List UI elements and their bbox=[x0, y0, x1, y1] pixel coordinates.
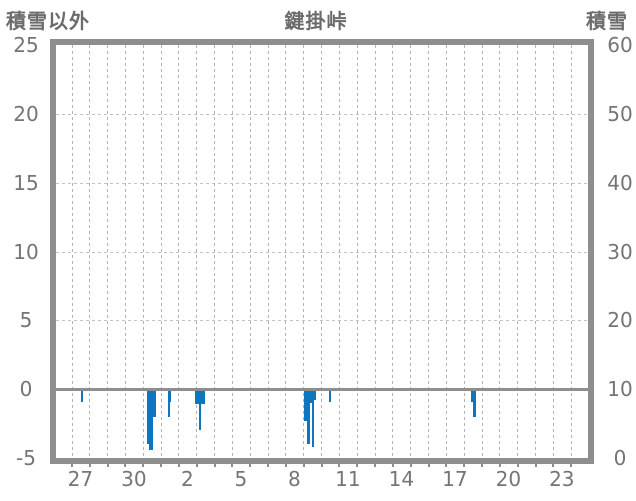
day-tick-mark bbox=[106, 464, 109, 467]
zero-baseline bbox=[56, 387, 588, 391]
day-tick-mark bbox=[516, 464, 519, 467]
day-tick-mark bbox=[409, 464, 412, 467]
day-tick-mark bbox=[481, 464, 484, 467]
day-tick-mark bbox=[124, 464, 127, 467]
right-tick-label: 60 bbox=[607, 33, 633, 57]
x-tick-label: 5 bbox=[234, 467, 248, 491]
day-tick-mark bbox=[142, 464, 145, 467]
day-tick-mark bbox=[445, 464, 448, 467]
day-tick-mark bbox=[552, 464, 555, 467]
gridline-horizontal bbox=[56, 182, 588, 184]
day-tick-mark bbox=[534, 464, 537, 467]
day-tick-mark bbox=[356, 464, 359, 467]
day-tick-mark bbox=[498, 464, 501, 467]
snowfall-bar bbox=[328, 389, 331, 402]
snowfall-bar bbox=[167, 389, 170, 417]
snowfall-bar bbox=[310, 389, 313, 403]
left-tick-label: 5 bbox=[19, 308, 33, 333]
x-tick-label: 30 bbox=[121, 467, 147, 491]
day-tick-mark bbox=[88, 464, 91, 467]
day-tick-mark bbox=[160, 464, 163, 467]
day-tick-mark bbox=[71, 464, 73, 467]
x-tick-label: 2 bbox=[181, 467, 194, 491]
snowfall-bar bbox=[473, 389, 476, 417]
x-tick-label: 23 bbox=[549, 467, 575, 491]
gridline-horizontal bbox=[56, 320, 588, 322]
day-tick-mark bbox=[320, 464, 323, 467]
left-tick-label: 10 bbox=[13, 239, 39, 264]
day-tick-mark bbox=[391, 464, 394, 467]
left-tick-label: -5 bbox=[16, 446, 36, 470]
right-axis-title: 積雪 bbox=[586, 9, 628, 33]
day-tick-mark bbox=[177, 464, 180, 467]
snowfall-bar bbox=[169, 389, 172, 402]
chart-title: 鍵掛峠 bbox=[284, 9, 348, 33]
x-tick-label: 8 bbox=[288, 467, 301, 491]
right-tick-label: 50 bbox=[607, 101, 633, 126]
day-tick-mark bbox=[284, 464, 287, 467]
snowfall-bar bbox=[194, 389, 199, 405]
day-tick-mark bbox=[213, 464, 216, 467]
day-tick-mark bbox=[374, 464, 377, 467]
day-tick-mark bbox=[302, 464, 305, 467]
x-tick-label: 14 bbox=[388, 467, 415, 491]
right-tick-label: 20 bbox=[607, 308, 633, 333]
snowfall-bar bbox=[149, 389, 153, 450]
right-tick-label: 30 bbox=[607, 239, 633, 264]
x-tick-label: 17 bbox=[442, 467, 468, 491]
right-tick-label: 40 bbox=[607, 170, 633, 195]
left-tick-label: 20 bbox=[13, 101, 39, 126]
snowfall-bar bbox=[304, 389, 308, 421]
day-tick-mark bbox=[267, 464, 270, 467]
snowfall-bar bbox=[146, 389, 150, 445]
x-tick-label: 27 bbox=[67, 467, 94, 491]
left-tick-label: 25 bbox=[13, 33, 39, 57]
snowfall-bar bbox=[198, 389, 202, 431]
snowfall-bar bbox=[152, 389, 156, 417]
day-tick-mark bbox=[570, 464, 573, 467]
snowfall-bar bbox=[307, 389, 311, 445]
snowfall-bar bbox=[201, 389, 205, 405]
left-axis-title: 積雪以外 bbox=[6, 9, 90, 33]
right-tick-label: 10 bbox=[607, 377, 633, 402]
x-tick-label: 20 bbox=[495, 467, 522, 491]
day-tick-mark bbox=[338, 464, 341, 467]
day-tick-mark bbox=[231, 464, 234, 467]
snowfall-bar bbox=[312, 389, 315, 447]
left-tick-label: 0 bbox=[19, 377, 33, 402]
gridline-horizontal bbox=[56, 251, 588, 253]
day-tick-mark bbox=[427, 464, 430, 467]
snowfall-bar bbox=[80, 389, 84, 402]
day-tick-mark bbox=[195, 464, 198, 467]
left-tick-label: 15 bbox=[13, 170, 39, 195]
day-tick-mark bbox=[249, 464, 252, 467]
day-tick-mark bbox=[463, 464, 466, 467]
snowfall-bar bbox=[314, 389, 316, 401]
x-tick-label: 11 bbox=[335, 467, 361, 491]
right-tick-label: 0 bbox=[613, 446, 627, 470]
gridline-horizontal bbox=[56, 113, 588, 115]
